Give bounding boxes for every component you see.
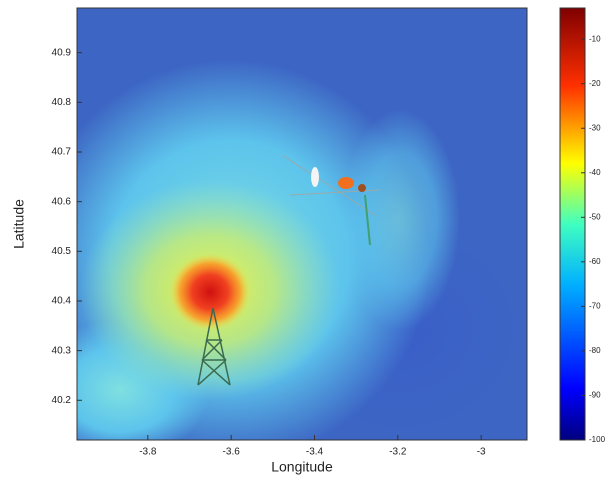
x-axis-label: Longitude bbox=[271, 459, 333, 475]
colorbar-tick-label: -100 bbox=[589, 435, 606, 444]
colorbar-tick-label: -20 bbox=[589, 79, 601, 88]
y-axis-label: Latitude bbox=[11, 199, 27, 249]
colorbar-tick-label: -70 bbox=[589, 302, 601, 311]
colorbar-tick-label: -60 bbox=[589, 257, 601, 266]
heatmap-field bbox=[77, 8, 527, 440]
y-tick-label: 40.5 bbox=[52, 246, 72, 257]
y-tick-label: 40.7 bbox=[52, 147, 72, 158]
colorbar-tick-label: -50 bbox=[589, 212, 601, 221]
colorbar bbox=[559, 7, 586, 441]
colorbar-tick-label: -40 bbox=[589, 168, 601, 177]
x-tick-label: -3 bbox=[477, 447, 486, 458]
receiver-icons bbox=[281, 154, 381, 246]
colorbar-tick-label: -80 bbox=[589, 346, 601, 355]
x-tick-label: -3.6 bbox=[223, 447, 241, 458]
colorbar-tick-label: -10 bbox=[589, 34, 601, 43]
y-tick-label: 40.2 bbox=[52, 395, 72, 406]
plot-frame bbox=[76, 7, 528, 441]
tower-icon bbox=[197, 307, 231, 386]
x-tick-label: -3.4 bbox=[306, 447, 324, 458]
y-tick-label: 40.3 bbox=[52, 345, 72, 356]
y-tick-label: 40.8 bbox=[52, 97, 72, 108]
colorbar-tick-label: -30 bbox=[589, 123, 601, 132]
colorbar-tick-label: -90 bbox=[589, 391, 601, 400]
x-tick-label: -3.8 bbox=[139, 447, 157, 458]
y-tick-label: 40.9 bbox=[52, 47, 72, 58]
x-tick-label: -3.2 bbox=[389, 447, 407, 458]
y-tick-label: 40.6 bbox=[52, 196, 72, 207]
y-tick-label: 40.4 bbox=[52, 296, 72, 307]
